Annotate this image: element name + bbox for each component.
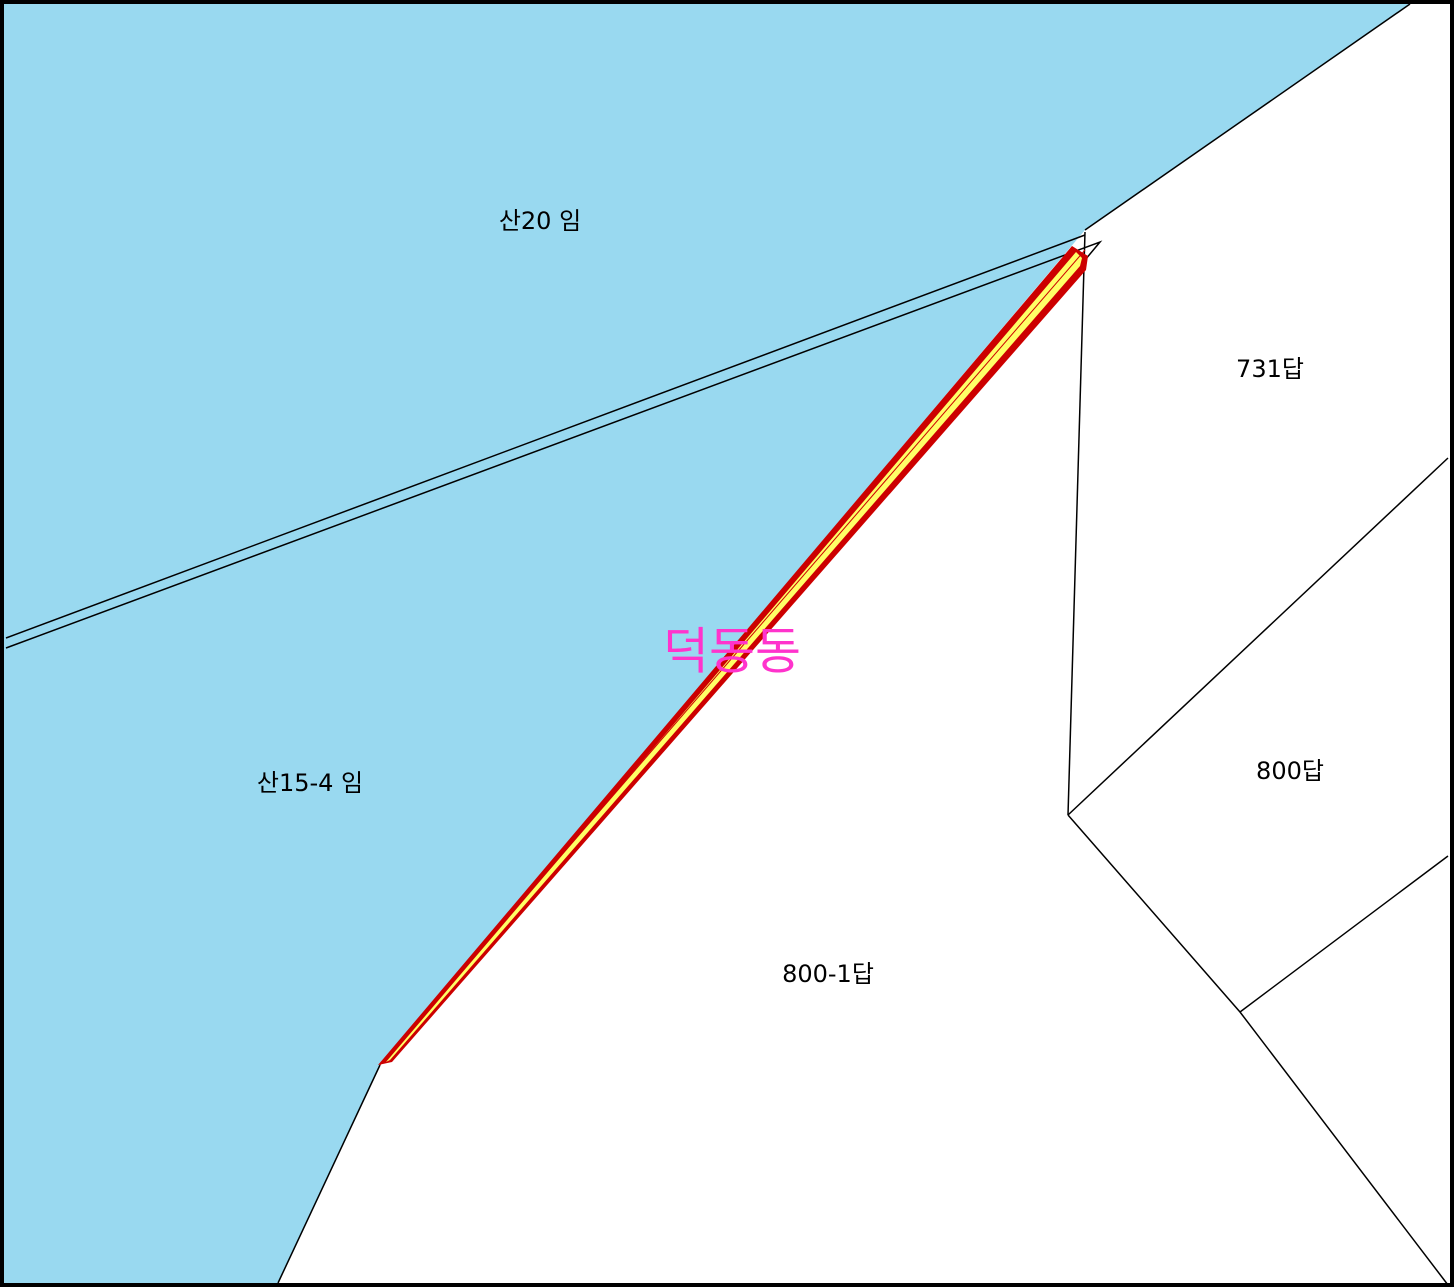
parcel-label: 731답 [1236,355,1304,383]
district-label: 덕동동 [663,623,801,681]
parcel-boundary [277,1064,381,1284]
forest-parcel-area [4,4,1410,1283]
parcel-boundary [1084,3,1411,231]
parcel-label: 산20 임 [499,207,581,235]
road-boundary [5,240,1103,649]
highlight-center [379,249,1086,1066]
road-boundary [5,234,1086,639]
parcel-label: 산15-4 임 [257,769,363,797]
parcel-label: 800답 [1256,757,1324,785]
parcel-boundary [1067,457,1449,816]
parcel-label: 800-1답 [782,960,874,988]
parcel-boundary [1239,855,1449,1013]
parcel-boundary [1067,231,1086,816]
